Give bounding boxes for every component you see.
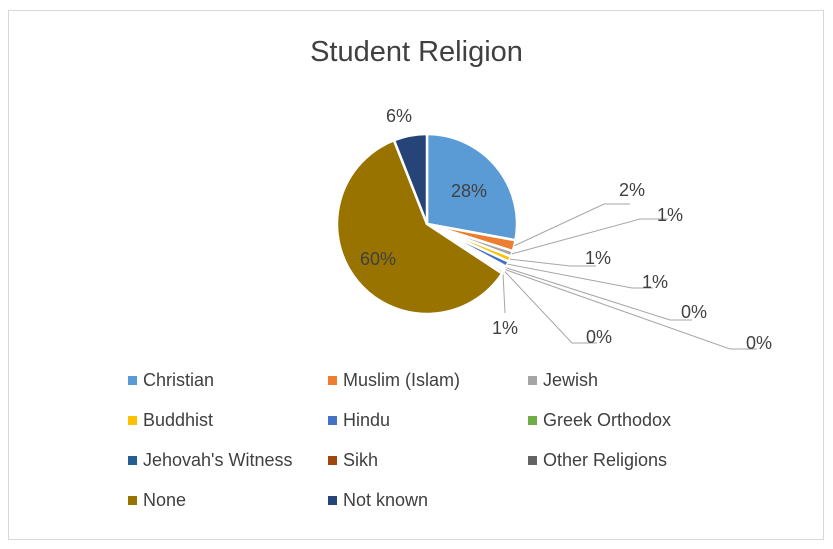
legend-swatch: [128, 495, 137, 505]
legend-item-hindu: Hindu: [328, 408, 528, 432]
legend-item-jehovah-s-witness: Jehovah's Witness: [128, 448, 328, 472]
legend-label: Jewish: [543, 369, 599, 390]
legend-label: Jehovah's Witness: [143, 449, 293, 470]
legend-label: Buddhist: [143, 409, 214, 430]
legend-label: Sikh: [343, 449, 379, 470]
legend-swatch: [528, 415, 537, 425]
chart-legend: Christian Muslim (Islam) Jewish Buddhist Hin…: [128, 368, 768, 512]
legend-label: None: [143, 489, 187, 510]
legend-swatch: [328, 495, 337, 505]
legend-item-not-known: Not known: [328, 488, 528, 512]
legend-item-sikh: Sikh: [328, 448, 528, 472]
legend-label: Muslim (Islam): [343, 369, 460, 390]
legend-item-jewish: Jewish: [528, 368, 728, 392]
pie-slice-none: [335, 138, 504, 316]
leader-line-jehovah-s-witness: [504, 268, 757, 350]
legend-label: Christian: [143, 369, 215, 390]
legend-item-none: None: [128, 488, 328, 512]
leader-line-sikh: [503, 270, 597, 344]
data-label-buddhist: 1%: [585, 248, 611, 268]
leader-line-greek-orthodox: [505, 267, 692, 321]
data-label-not-known: 6%: [386, 106, 412, 126]
chart-title: Student Religion: [310, 36, 523, 68]
data-label-greek-orthodox: 0%: [681, 302, 707, 322]
legend-swatch: [528, 455, 537, 465]
legend-label: Not known: [343, 489, 429, 510]
legend-item-buddhist: Buddhist: [128, 408, 328, 432]
data-label-jewish: 1%: [657, 205, 683, 225]
legend-item-other-religions: Other Religions: [528, 448, 728, 472]
leader-line-muslim-islam: [514, 203, 630, 247]
legend-swatch: [128, 415, 137, 425]
leader-line-buddhist: [509, 258, 596, 267]
data-label-none: 60%: [360, 249, 396, 269]
legend-label: Other Religions: [543, 449, 668, 470]
data-label-sikh: 0%: [586, 327, 612, 347]
data-label-other-religions: 1%: [492, 318, 518, 338]
pie-slice-not-known: [392, 132, 429, 225]
legend-swatch: [328, 375, 337, 385]
legend-swatch: [328, 415, 337, 425]
legend-item-christian: Christian: [128, 368, 328, 392]
legend-swatch: [528, 375, 537, 385]
legend-label: Greek Orthodox: [543, 409, 672, 430]
leader-line-hindu: [507, 263, 653, 289]
leader-line-jewish: [511, 218, 668, 255]
legend-label: Hindu: [343, 409, 391, 430]
leader-line-other-religions: [502, 272, 506, 314]
legend-swatch: [328, 455, 337, 465]
legend-swatch: [128, 455, 137, 465]
legend-swatch: [128, 375, 137, 385]
data-label-christian: 28%: [451, 181, 487, 201]
data-label-hindu: 1%: [642, 272, 668, 292]
pie-slice-christian: [425, 132, 519, 242]
data-label-jehovah-s-witness: 0%: [746, 333, 772, 353]
legend-item-muslim-islam: Muslim (Islam): [328, 368, 528, 392]
legend-item-greek-orthodox: Greek Orthodox: [528, 408, 728, 432]
data-label-muslim-islam: 2%: [619, 180, 645, 200]
